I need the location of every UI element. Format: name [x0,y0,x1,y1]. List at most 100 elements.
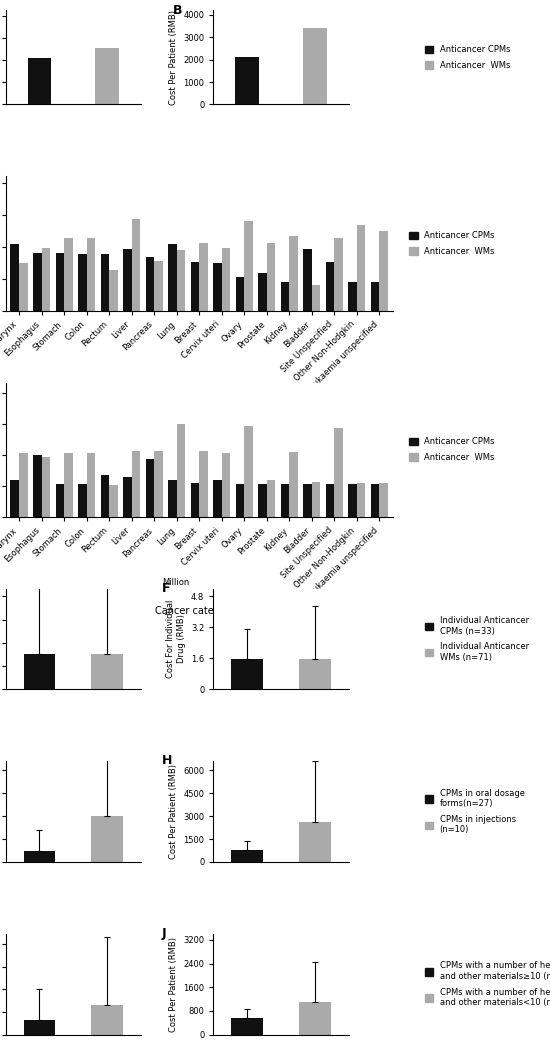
Bar [56,484,64,516]
Bar [258,484,267,516]
Bar [326,484,334,516]
Bar [42,457,50,516]
Bar [19,452,28,516]
Bar [222,248,230,310]
Bar [289,451,298,516]
Bar [91,1004,123,1035]
Bar [312,285,321,310]
Bar [19,263,28,310]
Bar [101,254,109,310]
Bar [312,482,321,516]
Legend: Anticancer CPMs, Anticancer  WMs: Anticancer CPMs, Anticancer WMs [421,42,513,73]
Text: J: J [162,927,167,939]
Bar [56,253,64,310]
X-axis label: Cancer categories: Cancer categories [155,606,244,617]
Bar [191,262,199,310]
Bar [326,262,334,310]
Y-axis label: Cost Per Patient (RMB): Cost Per Patient (RMB) [169,936,178,1031]
Bar [303,249,312,310]
Bar [24,654,55,690]
Legend: Individual Anticancer
CPMs (n=33), Individual Anticancer
WMs (n=71): Individual Anticancer CPMs (n=33), Indiv… [421,613,532,665]
Text: H: H [162,754,172,767]
Bar [191,483,199,516]
Bar [267,242,276,310]
Bar [123,478,131,516]
Bar [258,274,267,310]
Bar [109,270,118,310]
Bar [232,659,263,690]
Y-axis label: Cost Per Patient (RMB): Cost Per Patient (RMB) [169,764,178,859]
Bar [379,231,388,310]
Legend: Anticancer CPMs, Anticancer  WMs: Anticancer CPMs, Anticancer WMs [406,228,498,259]
Bar [222,452,230,516]
Bar [289,236,298,310]
Bar [154,450,163,516]
Bar [86,237,95,310]
Bar [123,249,131,310]
Legend: CPMs in oral dosage
forms(n=27), CPMs in injections
(n=10): CPMs in oral dosage forms(n=27), CPMs in… [421,786,528,838]
Bar [86,452,95,516]
Bar [101,475,109,516]
Bar [235,57,259,104]
Bar [303,484,312,516]
Bar [33,253,42,310]
Bar [168,480,177,516]
Bar [146,257,154,310]
Bar [28,57,51,104]
Bar [379,483,388,516]
Bar [244,222,253,310]
Bar [357,225,366,310]
Text: Million: Million [162,578,189,586]
Bar [64,452,73,516]
Bar [357,483,366,516]
Bar [10,245,19,310]
Bar [78,254,86,310]
Bar [146,459,154,516]
Bar [131,218,140,310]
Bar [299,822,331,862]
Bar [64,237,73,310]
X-axis label: Cancer categories: Cancer categories [155,400,244,411]
Bar [10,480,19,516]
Y-axis label: Cost For Individual
Drug (RMB): Cost For Individual Drug (RMB) [166,600,185,678]
Bar [24,1020,55,1035]
Bar [348,484,357,516]
Bar [267,480,276,516]
Bar [334,428,343,516]
Bar [177,251,185,310]
Bar [109,485,118,516]
Bar [299,1002,331,1035]
Bar [78,484,86,516]
Text: B: B [173,4,182,17]
Bar [24,851,55,862]
Bar [334,237,343,310]
Bar [232,850,263,862]
Y-axis label: Cost Per Patient (RMB): Cost Per Patient (RMB) [169,9,178,105]
Bar [213,263,222,310]
Bar [303,28,327,105]
Bar [236,277,244,310]
Bar [91,816,123,862]
Text: F: F [162,582,170,595]
Bar [42,248,50,310]
Bar [199,450,208,516]
Bar [131,450,140,516]
Bar [33,455,42,516]
Bar [91,654,123,690]
Bar [213,480,222,516]
Legend: Anticancer CPMs, Anticancer  WMs: Anticancer CPMs, Anticancer WMs [406,434,498,465]
Bar [281,282,289,310]
Bar [199,242,208,310]
Bar [236,484,244,516]
Bar [154,260,163,310]
Bar [371,282,380,310]
Bar [168,245,177,310]
Legend: CPMs with a number of herbs
and other materials≥10 (n=8), CPMs with a number of : CPMs with a number of herbs and other ma… [421,958,550,1011]
Bar [299,659,331,690]
Bar [232,1018,263,1035]
Bar [281,484,289,516]
Bar [371,484,380,516]
Bar [95,48,119,104]
Bar [177,424,185,516]
Bar [348,282,357,310]
